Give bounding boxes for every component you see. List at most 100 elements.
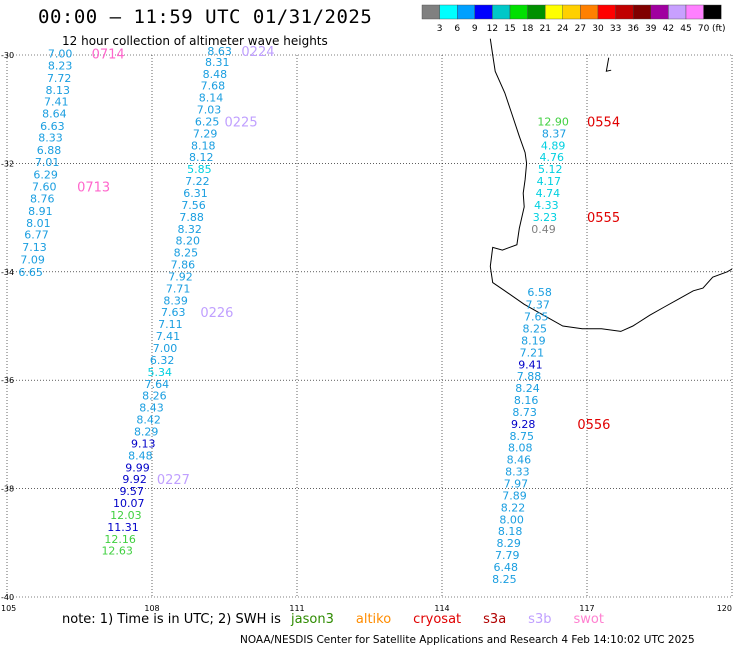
wave-height-value: 3.23	[533, 211, 558, 224]
wave-height-value: 9.57	[119, 485, 144, 498]
wave-height-value: 8.26	[142, 390, 167, 403]
wave-height-value: 7.41	[44, 95, 69, 108]
wave-height-value: 8.01	[26, 217, 51, 230]
wave-height-value: 7.88	[517, 370, 542, 383]
wave-height-value: 6.31	[183, 187, 208, 200]
color-scale-tick-label: 24	[557, 24, 569, 34]
wave-height-value: 8.91	[28, 205, 53, 218]
color-scale-tick-label: 30	[592, 24, 604, 34]
latitude-tick-label: -38	[1, 485, 14, 494]
satellite-cryosat-label: cryosat	[413, 612, 462, 627]
credit-line: NOAA/NESDIS Center for Satellite Applica…	[240, 634, 695, 646]
wave-height-value: 6.88	[37, 144, 62, 157]
satellite-jason3-label: jason3	[291, 612, 334, 627]
wave-height-value: 8.19	[521, 334, 546, 347]
wave-height-value: 6.29	[33, 169, 58, 182]
wave-height-value: 4.33	[534, 199, 559, 212]
wave-height-value: 7.68	[201, 80, 226, 93]
wave-height-value: 8.25	[492, 573, 517, 586]
wave-height-value: 4.89	[541, 139, 566, 152]
wave-height-value: 7.86	[171, 259, 196, 272]
wave-height-value: 7.63	[161, 306, 186, 319]
wave-height-value: 8.31	[205, 56, 230, 69]
coastline	[489, 38, 733, 332]
wave-height-value: 7.41	[156, 330, 181, 343]
wave-height-value: 9.92	[122, 473, 147, 486]
color-scale-legend: 3 6 9 12 15 18 21 24 27 30 33 36 39 42 45 70 (ft)	[421, 4, 726, 34]
latitude-tick-label: -40	[1, 593, 14, 602]
wave-height-value: 7.64	[145, 378, 170, 391]
pass-time-label: 0714	[92, 48, 125, 63]
wave-height-value: 4.74	[536, 187, 561, 200]
pass-time-label: 0554	[587, 115, 620, 130]
chart-subtitle: 12 hour collection of altimeter wave hei…	[62, 34, 328, 48]
wave-height-value: 8.73	[512, 406, 537, 419]
wave-height-value: 12.90	[537, 115, 569, 128]
latitude-tick-label: -30	[1, 51, 14, 60]
pass-time-label: 0224	[241, 45, 274, 60]
wave-height-value: 7.22	[185, 175, 210, 188]
wave-height-value: 8.76	[30, 192, 55, 205]
pass-time-label: 0225	[225, 115, 258, 130]
wave-height-value: 7.56	[181, 199, 206, 212]
longitude-tick-label: 105	[1, 604, 16, 613]
color-scale-tick-label: 45	[680, 24, 691, 34]
wave-height-value: 12.03	[110, 509, 142, 522]
wave-height-value: 8.29	[134, 425, 159, 438]
wave-height-value: 6.58	[527, 286, 552, 299]
color-scale-tick-label: 9	[472, 24, 478, 34]
wave-height-value: 8.08	[508, 442, 533, 455]
wave-height-value: 8.75	[510, 430, 535, 443]
wave-height-value: 7.79	[495, 549, 520, 562]
longitude-tick-label: 114	[434, 604, 449, 613]
wave-height-value: 8.43	[139, 402, 164, 415]
color-scale-tick-label: 27	[575, 24, 586, 34]
wave-height-value: 8.37	[542, 127, 567, 140]
longitude-tick-label: 120	[717, 604, 732, 613]
footer-note: note: 1) Time is in UTC; 2) SWH is jason…	[62, 612, 632, 627]
color-scale-tick-label: 36	[627, 24, 639, 34]
wave-height-value: 7.01	[35, 156, 60, 169]
wave-height-value: 8.64	[42, 107, 67, 120]
wave-height-value: 7.00	[153, 342, 178, 355]
wave-height-value: 9.28	[511, 418, 536, 431]
color-scale-tick-label: 3	[437, 24, 443, 34]
color-swatch	[703, 4, 722, 20]
wave-height-value: 7.37	[525, 299, 550, 312]
note-text: note: 1) Time is in UTC; 2) SWH is	[62, 612, 281, 627]
wave-height-value: 5.12	[538, 163, 563, 176]
wave-height-value: 8.16	[514, 394, 539, 407]
wave-height-value: 8.13	[46, 84, 71, 97]
wave-height-value: 8.12	[189, 151, 214, 164]
wave-height-value: 8.20	[176, 235, 201, 248]
wave-height-value: 8.46	[507, 454, 532, 467]
latitude-tick-label: -32	[1, 159, 14, 168]
wave-height-value: 7.03	[197, 104, 222, 117]
wave-height-value: 7.60	[32, 181, 57, 194]
satellite-swot-label: swot	[573, 612, 604, 627]
wave-height-value: 6.65	[18, 266, 43, 279]
wave-height-value: 7.09	[20, 254, 45, 267]
wave-height-value: 8.32	[177, 223, 202, 236]
chart-title: 00:00 – 11:59 UTC 01/31/2025	[38, 6, 373, 28]
wave-height-value: 8.39	[163, 294, 188, 307]
wave-height-value: 6.77	[24, 229, 49, 242]
wave-height-value: 0.49	[531, 223, 556, 236]
wave-height-value: 8.48	[128, 449, 153, 462]
satellite-altiko-label: altiko	[355, 612, 392, 627]
pass-time-label: 0227	[157, 473, 190, 488]
longitude-tick-label: 108	[144, 604, 159, 613]
wave-height-value: 8.63	[207, 45, 232, 58]
color-scale-tick-label: 18	[522, 24, 534, 34]
latitude-tick-label: -34	[1, 268, 14, 277]
wave-height-value: 5.85	[187, 163, 212, 176]
color-scale-tick-label: 39	[645, 24, 657, 34]
longitude-tick-label: 111	[289, 604, 304, 613]
pass-time-label: 0556	[577, 418, 610, 433]
color-scale-tick-label: 21	[539, 24, 550, 34]
wave-height-value: 8.48	[203, 68, 228, 81]
pass-time-label: 0226	[200, 306, 233, 321]
wave-height-value: 8.25	[174, 247, 199, 260]
wave-height-value: 6.32	[150, 354, 175, 367]
color-scale-unit: (ft)	[712, 24, 726, 34]
